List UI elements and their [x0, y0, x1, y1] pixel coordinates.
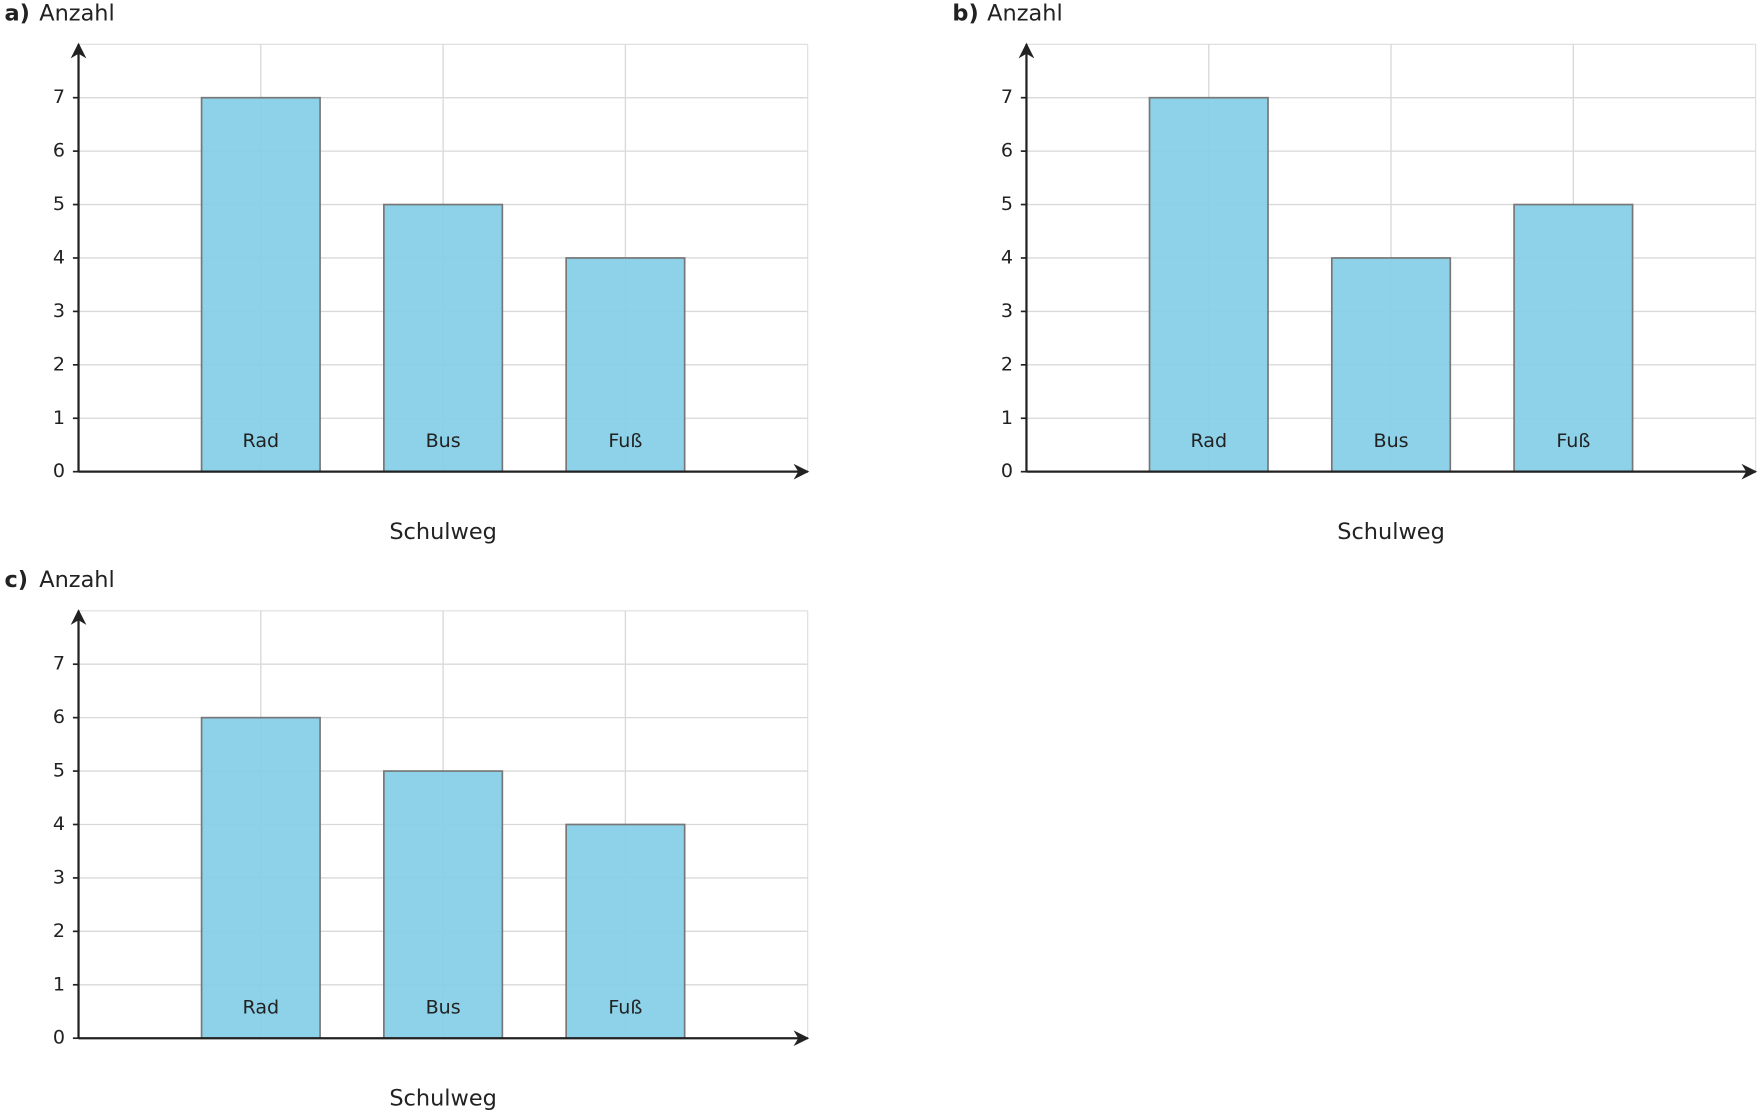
y-tick-label: 4 [1001, 246, 1013, 268]
y-tick-label: 0 [1001, 460, 1013, 482]
category-label: Fuß [608, 430, 642, 452]
y-tick-label: 1 [53, 973, 65, 995]
bar [383, 203, 504, 473]
y-tick-label: 1 [1001, 407, 1013, 429]
y-axis-label: Anzahl [39, 0, 115, 26]
y-axis-label: Anzahl [39, 567, 115, 593]
y-tick-label: 4 [53, 813, 65, 835]
y-tick-label: 7 [53, 653, 65, 675]
y-tick-label: 3 [1001, 300, 1013, 322]
y-tick-label: 3 [53, 300, 65, 322]
chart: c) Anzahl Schulweg 0 1 2 3 4 5 6 7 Rad Bus Fuß [4, 567, 810, 1111]
category-label: Bus [1373, 430, 1408, 452]
y-tick-label: 2 [53, 353, 65, 375]
y-tick-label: 2 [1001, 353, 1013, 375]
category-label: Rad [243, 996, 280, 1018]
y-tick-label: 4 [53, 246, 65, 268]
y-tick-label: 2 [53, 920, 65, 942]
y-tick-label: 7 [53, 86, 65, 108]
y-tick-label: 5 [1001, 193, 1013, 215]
category-label: Fuß [1556, 430, 1590, 452]
bar [565, 823, 686, 1040]
bar [1513, 203, 1634, 473]
y-tick-label: 1 [53, 407, 65, 429]
bar [565, 257, 686, 473]
chart: b) Anzahl Schulweg 0 1 2 3 4 5 6 7 Rad Bus Fuß [952, 0, 1758, 545]
y-tick-label: 6 [53, 706, 65, 728]
category-label: Rad [1190, 430, 1227, 452]
category-label: Bus [426, 430, 461, 452]
category-label: Bus [426, 996, 461, 1018]
bar [200, 716, 321, 1040]
y-tick-label: 5 [53, 760, 65, 782]
y-tick-label: 3 [53, 866, 65, 888]
bar [383, 770, 504, 1040]
bar [1330, 257, 1452, 473]
y-tick-label: 6 [53, 140, 65, 162]
y-axis-label: Anzahl [987, 0, 1063, 26]
y-tick-label: 7 [1001, 86, 1013, 108]
bar [1148, 96, 1269, 473]
x-axis-label: Schulweg [389, 1085, 497, 1111]
chart-label: c) [4, 567, 28, 593]
chart: a) Anzahl Schulweg 0 1 2 3 4 5 6 7 Rad Bus Fuß [4, 0, 810, 545]
chart-label: a) [4, 0, 29, 26]
y-tick-label: 6 [1001, 140, 1013, 162]
category-label: Fuß [608, 996, 642, 1018]
category-label: Rad [243, 430, 280, 452]
x-axis-label: Schulweg [389, 519, 497, 545]
y-tick-label: 0 [53, 460, 65, 482]
chart-label: b) [952, 0, 978, 26]
y-tick-label: 5 [53, 193, 65, 215]
x-axis-label: Schulweg [1337, 519, 1445, 545]
bar [200, 96, 321, 473]
y-tick-label: 0 [53, 1027, 65, 1049]
